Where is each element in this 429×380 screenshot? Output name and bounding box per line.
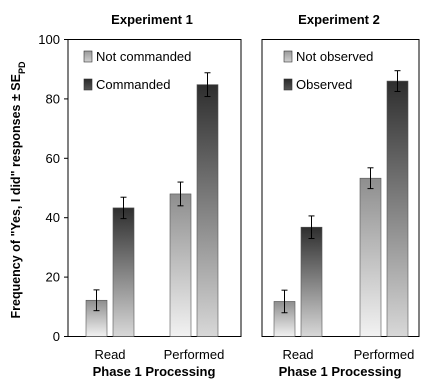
legend: Not commanded Commanded [84, 49, 191, 92]
error-bars [94, 73, 211, 311]
legend: Not observed Observed [284, 49, 373, 92]
panel-title: Experiment 2 [298, 12, 380, 27]
bar [387, 81, 408, 336]
panel-title: Experiment 1 [111, 12, 193, 27]
y-tick-label: 80 [46, 91, 60, 106]
x-tick-label: Read [282, 347, 313, 362]
x-tick-label: Read [94, 347, 125, 362]
legend-label: Observed [296, 77, 352, 92]
y-axis-ticks: 0 20 40 60 80 100 [38, 32, 68, 344]
bar [170, 194, 191, 337]
y-tick-label: 0 [53, 329, 60, 344]
x-axis-tick-labels: Read Performed [94, 347, 224, 362]
x-tick-label: Performed [354, 347, 415, 362]
bars [274, 81, 408, 336]
bar [197, 85, 218, 337]
y-tick-label: 100 [38, 32, 60, 47]
legend-label: Not commanded [96, 49, 191, 64]
legend-label: Commanded [96, 77, 170, 92]
legend-swatch [84, 79, 92, 90]
x-tick-label: Performed [164, 347, 225, 362]
legend-swatch [284, 51, 292, 62]
bars [86, 85, 218, 337]
legend-swatch [284, 79, 292, 90]
x-axis-tick-labels: Read Performed [282, 347, 414, 362]
y-tick-label: 40 [46, 210, 60, 225]
y-axis-label: Frequency of "Yes, I did" responses ± SE… [9, 61, 27, 318]
error-bars [282, 71, 401, 313]
x-axis-label: Phase 1 Processing [279, 364, 402, 379]
bar [113, 208, 134, 337]
legend-label: Not observed [296, 49, 373, 64]
y-axis-label-subscript: PD [17, 61, 27, 74]
bar [360, 178, 381, 336]
x-axis-label: Phase 1 Processing [93, 364, 216, 379]
y-tick-label: 20 [46, 270, 60, 285]
y-tick-label: 60 [46, 151, 60, 166]
bar [301, 227, 322, 336]
legend-swatch [84, 51, 92, 62]
y-axis-label-main: Frequency of "Yes, I did" responses ± SE [9, 74, 23, 318]
panel-experiment-2: Experiment 2 Read Performed Not observed O… [262, 12, 419, 379]
